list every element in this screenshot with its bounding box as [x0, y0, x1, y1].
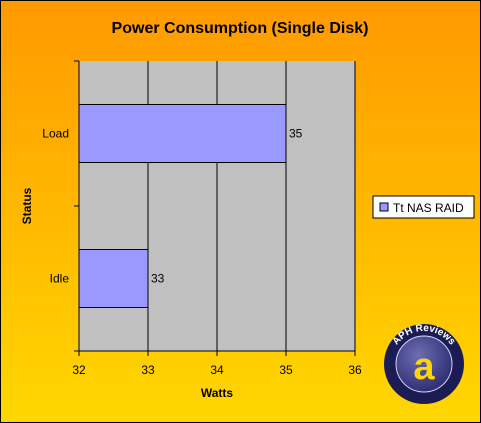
x-tick-label: 34 — [210, 363, 224, 377]
x-tick-label: 32 — [72, 363, 86, 377]
legend-swatch — [379, 202, 389, 212]
y-tick-label: Idle — [50, 272, 70, 286]
x-tick-label: 36 — [348, 363, 362, 377]
x-tick-label: 33 — [141, 363, 155, 377]
x-axis-title: Watts — [201, 386, 234, 400]
legend-box — [372, 195, 475, 219]
data-label-load: 35 — [289, 127, 303, 141]
x-tick-labels: 32 33 34 35 36 — [72, 351, 362, 377]
legend: Tt NAS RAID — [372, 195, 475, 219]
logo-letter: a — [413, 346, 435, 388]
y-axis-title: Status — [20, 187, 34, 224]
legend-label: Tt NAS RAID — [393, 201, 464, 215]
data-label-idle: 33 — [151, 272, 165, 286]
logo-inner-disc — [395, 335, 453, 393]
y-tick-labels: Load Idle — [42, 60, 79, 352]
aph-reviews-logo: APH Reviews a — [384, 323, 464, 404]
y-tick-label: Load — [42, 127, 69, 141]
chart-title: Power Consumption (Single Disk) — [112, 20, 369, 37]
x-tick-label: 35 — [279, 363, 293, 377]
bar-idle — [78, 249, 149, 308]
bar-load — [78, 104, 287, 163]
data-labels: 35 33 — [151, 127, 303, 286]
bars — [78, 104, 287, 308]
